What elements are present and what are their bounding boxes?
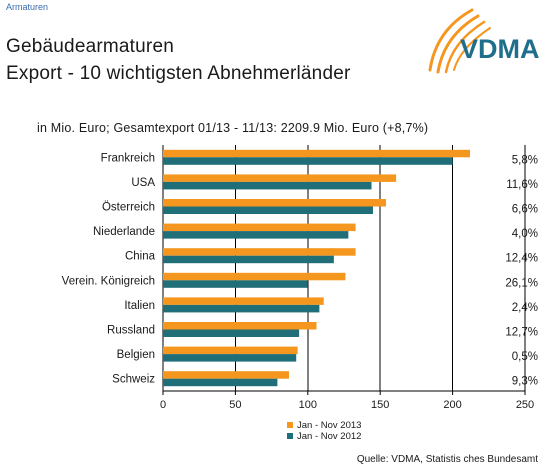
category-label: USA [131,177,155,189]
page-subtitle: Export - 10 wichtigsten Abnehmerländer [6,63,351,84]
category-label: Österreich [102,202,155,214]
bar-2012 [163,329,300,337]
x-tick-label: 150 [371,399,389,411]
x-tick-label: 0 [160,399,166,411]
bar-2013 [163,322,317,330]
source-note: Quelle: VDMA, Statistis ches Bundesamt [356,454,538,465]
bar-2012 [163,181,372,190]
legend-swatch [287,433,293,439]
x-tick-label: 50 [229,399,241,411]
bar-2013 [163,346,298,355]
x-tick-label: 100 [299,399,317,411]
bar-2012 [163,255,334,264]
change-label: 4,0% [512,228,538,240]
category-label: Schweiz [112,374,155,386]
bar-2012 [163,157,453,165]
legend-swatch [287,422,293,428]
bar-2012 [163,231,349,239]
category-label: Niederlande [93,226,155,238]
category-label: Frankreich [101,152,155,164]
bar-2012 [163,206,373,214]
category-label: Italien [124,300,155,312]
section-label: Armaturen [6,2,49,12]
bar-2013 [163,149,470,158]
bar-2012 [163,354,297,362]
bar-2012 [163,378,278,387]
bar-2013 [163,272,346,281]
logo-text: VDMA [460,34,540,64]
bar-2012 [163,280,308,288]
change-label: 5,8% [512,154,538,166]
bar-2012 [163,304,320,313]
legend-label: Jan - Nov 2013 [297,420,361,431]
bar-2013 [163,371,289,379]
change-label: 11,6% [506,179,538,191]
x-tick-label: 250 [516,399,534,411]
category-label: China [125,251,156,263]
category-label: Belgien [117,349,155,361]
change-label: 2,4% [512,302,538,314]
legend-label: Jan - Nov 2012 [297,431,361,442]
bar-2013 [163,199,386,207]
change-label: 0,5% [512,351,538,363]
change-label: 12,4% [505,253,538,265]
bar-2013 [163,223,356,232]
change-label: 9,3% [512,376,538,388]
change-label: 12,7% [505,327,538,339]
change-label: 26,1% [505,277,538,289]
category-label: Verein. Königreich [62,275,155,287]
bar-2013 [163,248,356,256]
page-title: Gebäudearmaturen [6,36,174,57]
category-label: Russland [107,325,155,337]
x-tick-label: 200 [443,399,461,411]
change-label: 6,6% [512,204,538,216]
bar-2013 [163,174,397,182]
bar-2013 [163,297,324,305]
chart-subtitle: in Mio. Euro; Gesamtexport 01/13 - 11/13… [37,121,429,135]
vdma-logo: VDMA [428,8,540,74]
